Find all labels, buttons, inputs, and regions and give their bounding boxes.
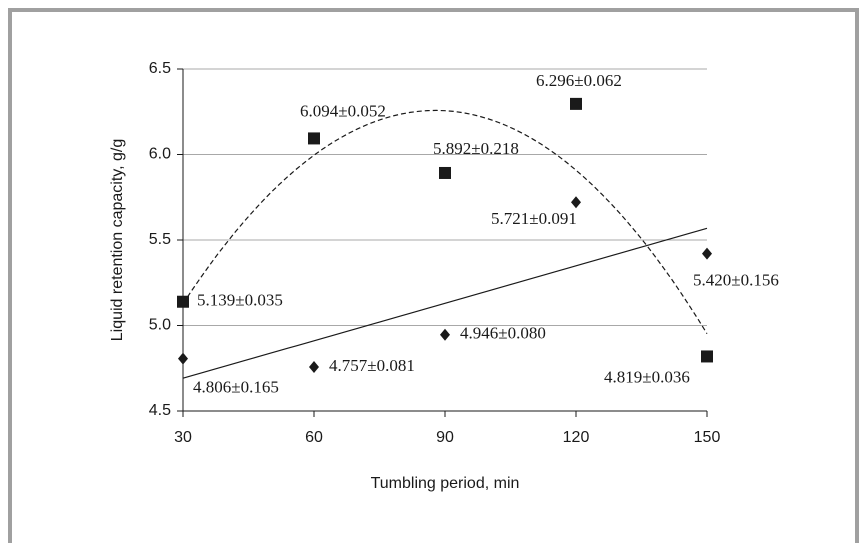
data-label: 6.094±0.052 bbox=[300, 101, 386, 120]
y-tick-label: 5.5 bbox=[149, 231, 171, 248]
x-tick-label: 90 bbox=[436, 429, 454, 446]
y-tick-label: 6.0 bbox=[149, 146, 171, 163]
point bbox=[177, 295, 189, 308]
trendline bbox=[182, 227, 708, 379]
point bbox=[308, 132, 320, 145]
y-axis-label: Liquid retention capacity, g/g bbox=[109, 139, 126, 342]
y-tick-label: 5.0 bbox=[149, 317, 171, 334]
x-tick-label: 120 bbox=[563, 429, 590, 446]
point bbox=[439, 166, 451, 179]
trendline bbox=[182, 109, 708, 335]
point bbox=[701, 350, 713, 363]
point bbox=[440, 328, 450, 341]
x-tick-label: 60 bbox=[305, 429, 323, 446]
x-tick-label: 30 bbox=[174, 429, 192, 446]
data-label: 4.806±0.165 bbox=[193, 378, 279, 397]
y-tick-label: 4.5 bbox=[149, 402, 171, 419]
point bbox=[702, 247, 712, 260]
data-label: 5.139±0.035 bbox=[197, 291, 283, 310]
data-label: 4.757±0.081 bbox=[329, 356, 415, 375]
point bbox=[178, 352, 188, 365]
data-label: 5.420±0.156 bbox=[693, 271, 779, 290]
y-tick-label: 6.5 bbox=[149, 60, 171, 77]
point bbox=[570, 97, 582, 110]
point bbox=[309, 361, 319, 374]
data-label: 4.946±0.080 bbox=[460, 324, 546, 343]
frame bbox=[8, 8, 859, 543]
x-tick-label: 150 bbox=[694, 429, 721, 446]
data-label: 4.819±0.036 bbox=[604, 367, 690, 386]
data-label: 5.721±0.091 bbox=[491, 209, 577, 228]
data-label: 6.296±0.062 bbox=[536, 71, 622, 90]
x-axis-label: Tumbling period, min bbox=[371, 475, 520, 492]
data-label: 5.892±0.218 bbox=[433, 139, 519, 158]
point bbox=[571, 196, 581, 209]
